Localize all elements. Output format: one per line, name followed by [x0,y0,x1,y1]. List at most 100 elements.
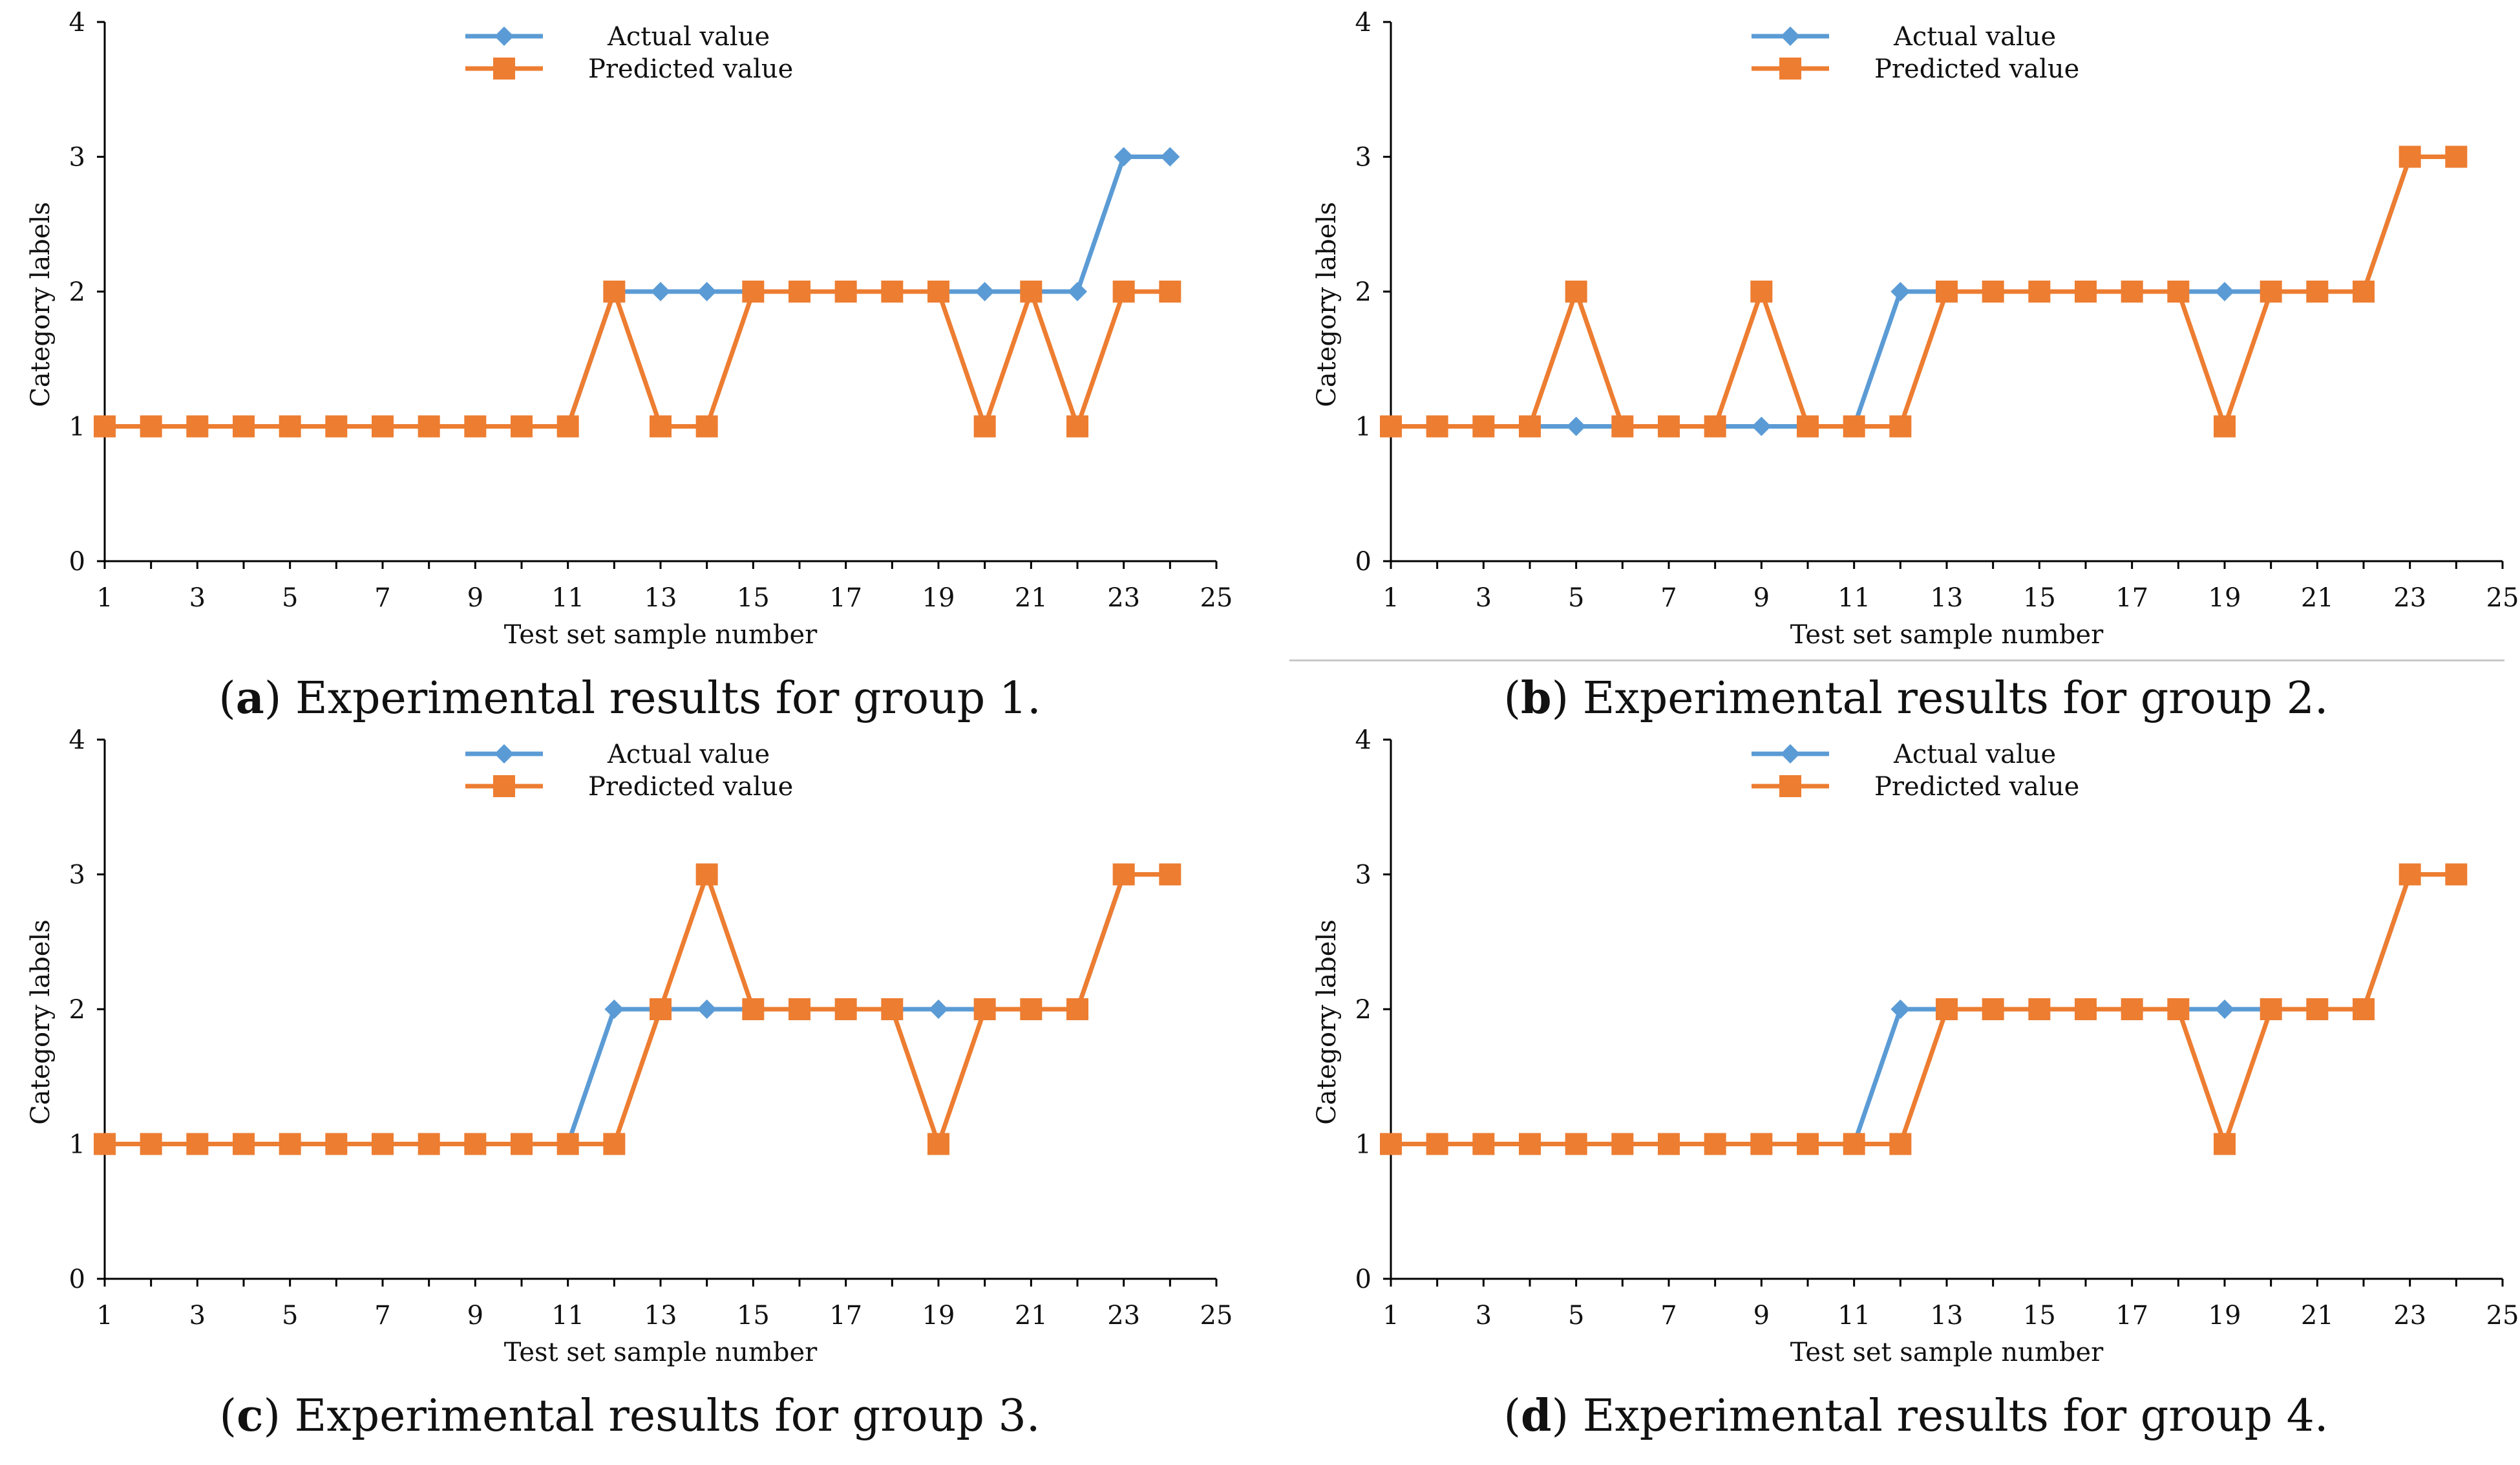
x-tick-label: 11 [1837,583,1870,613]
x-axis-title: Test set sample number [504,1338,818,1367]
y-tick-label: 1 [1355,412,1371,442]
legend-label-actual: Actual value [1893,740,2056,769]
predicted-point [2167,998,2190,1020]
actual-point [604,1000,624,1019]
predicted-point [1797,1133,1819,1155]
y-tick-label: 4 [1355,725,1371,755]
predicted-point [1020,998,1043,1020]
predicted-point [1750,1133,1773,1155]
actual-point [1114,147,1134,167]
predicted-point [1889,1133,1912,1155]
predicted-point [1982,281,2004,303]
x-tick-label: 25 [2486,583,2519,613]
y-tick-label: 1 [1355,1130,1371,1160]
y-tick-label: 2 [1355,995,1371,1025]
predicted-point [2214,415,2236,438]
x-axis-title: Test set sample number [1790,1338,2104,1367]
predicted-point [2353,998,2375,1020]
legend-marker-predicted [1779,58,1801,80]
predicted-point [1704,415,1726,438]
x-tick-label: 9 [1753,583,1770,613]
predicted-point [186,415,209,438]
predicted-point [233,415,255,438]
x-tick-label: 3 [189,583,206,613]
predicted-point [2167,281,2190,303]
x-tick-label: 5 [282,583,298,613]
x-tick-label: 19 [922,1301,955,1331]
panel-d: 0 1 2 3 4 1 3 5 7 9 11 13 15 17 19 21 23 25 Test set sampl… [1286,718,2520,1450]
predicted-point [973,998,996,1020]
predicted-point [1380,415,1402,438]
x-tick-label: 13 [644,583,677,613]
predicted-point [1704,1133,1726,1155]
actual-point [1752,416,1772,436]
predicted-point [881,281,904,303]
x-tick-label: 13 [1931,1301,1964,1331]
predicted-point [603,281,626,303]
predicted-point [1159,281,1181,303]
legend-label-predicted: Predicted value [588,54,793,84]
predicted-point [2445,145,2468,168]
predicted-point [2398,863,2421,886]
predicted-point [834,281,857,303]
legend-marker-predicted [493,58,515,80]
y-tick-label: 2 [69,995,85,1025]
caption-d: (d) Experimental results for group 4. [1503,1390,2329,1442]
x-tick-label: 1 [96,1301,112,1331]
predicted-point [927,281,949,303]
x-tick-label: 25 [2486,1301,2519,1331]
actual-point [651,282,670,301]
predicted-point [418,1133,440,1155]
x-tick-label: 11 [1837,1301,1870,1331]
predicted-point [556,415,579,438]
predicted-point [650,998,672,1020]
caption-letter-c: c [237,1390,264,1442]
x-tick-label: 11 [551,1301,584,1331]
predicted-point [1519,415,1541,438]
predicted-point [1112,863,1135,886]
predicted-point [1611,415,1634,438]
predicted-point [511,415,533,438]
predicted-point [1565,1133,1587,1155]
predicted-point [325,415,348,438]
actual-point [1160,147,1180,167]
predicted-point [511,1133,533,1155]
caption-text-a: ) Experimental results for group 1. [264,673,1041,724]
predicted-point [2028,281,2051,303]
x-tick-label: 23 [2393,583,2426,613]
x-tick-label: 21 [1015,1301,1048,1331]
x-tick-label: 23 [1107,583,1140,613]
x-tick-label: 19 [922,583,955,613]
y-tick-label: 2 [69,277,85,307]
x-tick-label: 3 [1476,1301,1492,1331]
predicted-point [742,998,765,1020]
actual-point [697,1000,717,1019]
x-tick-label: 9 [467,1301,483,1331]
predicted-point [1565,281,1587,303]
predicted-point [233,1133,255,1155]
x-tick-label: 25 [1200,583,1233,613]
x-axis-title: Test set sample number [504,620,818,650]
x-tick-label: 17 [2115,583,2148,613]
y-tick-label: 3 [69,143,85,173]
actual-point [2215,282,2234,301]
x-tick-label: 3 [189,1301,206,1331]
predicted-point [1843,1133,1865,1155]
predicted-point [834,998,857,1020]
x-tick-label: 1 [96,583,112,613]
caption-letter-d: d [1521,1390,1552,1442]
x-tick-label: 5 [282,1301,298,1331]
series-line-predicted [105,284,1170,434]
caption-letter-a: a [235,672,264,724]
legend-label-predicted: Predicted value [588,772,793,802]
predicted-point [1066,415,1088,438]
y-tick-label: 0 [1355,1265,1371,1294]
actual-point [975,282,995,301]
actual-point [1068,282,1087,301]
predicted-point [695,415,718,438]
y-tick-label: 0 [1355,547,1371,577]
x-tick-label: 1 [1382,583,1399,613]
predicted-point [2028,998,2051,1020]
predicted-point [1889,415,1912,438]
